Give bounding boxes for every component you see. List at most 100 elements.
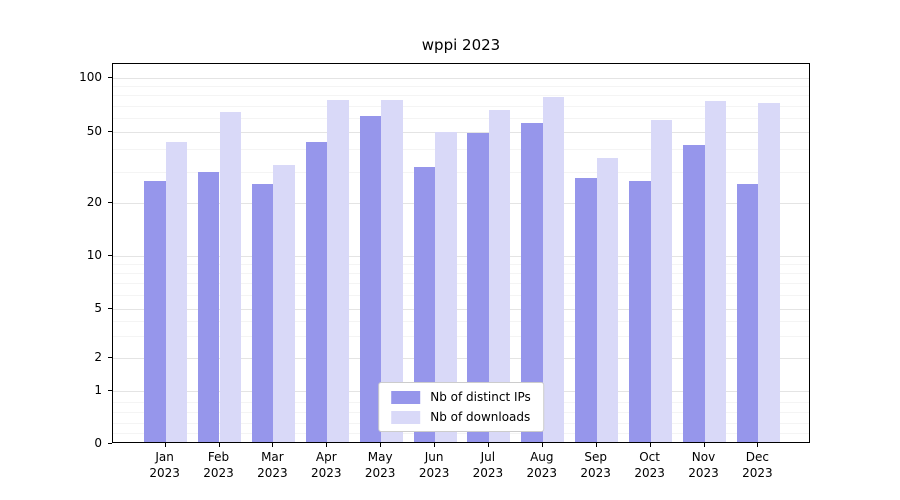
bar-distinct-ips-nov	[683, 145, 705, 442]
x-tick-year: 2023	[688, 465, 719, 480]
x-tick-year: 2023	[203, 465, 234, 480]
gridline-minor	[113, 105, 809, 107]
gridline-minor	[113, 264, 809, 266]
x-tick-month: Jun	[424, 450, 444, 464]
bar-distinct-ips-mar	[251, 183, 274, 442]
x-tick-mark	[218, 443, 220, 447]
x-tick-year: 2023	[418, 465, 450, 480]
y-tick-mark	[108, 254, 112, 256]
legend-item: Nb of distinct IPs	[391, 390, 531, 404]
bar-distinct-ips-may	[359, 115, 382, 442]
legend: Nb of distinct IPs Nb of downloads	[378, 382, 544, 432]
x-tick-mark	[757, 443, 759, 447]
y-tick-label: 1	[94, 383, 102, 397]
x-tick-month: Jan	[155, 450, 174, 464]
x-tick-mark	[595, 443, 597, 447]
x-tick-label: Sep 2023	[564, 450, 628, 481]
bar-downloads-apr	[327, 99, 349, 442]
x-tick-month: May	[367, 450, 393, 464]
y-tick-label: 2	[94, 350, 102, 364]
bar-distinct-ips-sep	[575, 177, 597, 442]
x-tick-year: 2023	[526, 465, 558, 480]
x-tick-year: 2023	[311, 465, 342, 480]
bar-distinct-ips-jun	[413, 167, 436, 442]
y-tick-mark	[108, 76, 112, 78]
x-tick-year: 2023	[364, 465, 396, 480]
gridline-minor	[113, 86, 809, 88]
chart-title: wppi 2023	[421, 36, 501, 54]
x-tick-mark	[649, 443, 651, 447]
gridline-minor	[113, 336, 809, 338]
gridline-minor	[113, 433, 809, 435]
bar-downloads-jul	[488, 109, 511, 442]
y-tick-label: 100	[79, 70, 102, 84]
x-tick-month: Mar	[261, 450, 284, 464]
x-tick-year: 2023	[580, 465, 611, 480]
gridline-minor	[113, 149, 809, 151]
x-tick-year: 2023	[149, 465, 180, 480]
y-tick-label: 50	[86, 124, 102, 138]
x-tick-label: Dec 2023	[725, 450, 789, 481]
bar-downloads-feb	[219, 112, 242, 442]
gridline-minor	[113, 171, 809, 173]
x-tick-mark	[434, 443, 436, 447]
x-tick-month: Aug	[530, 450, 554, 464]
x-tick-label: Jun 2023	[402, 450, 466, 481]
gridline-major	[113, 256, 809, 257]
gridline-minor	[113, 95, 809, 97]
gridline-minor	[113, 320, 809, 322]
x-tick-year: 2023	[257, 465, 288, 480]
x-tick-mark	[487, 443, 489, 447]
bar-distinct-ips-feb	[197, 172, 220, 442]
bar-downloads-dec	[758, 102, 780, 442]
x-tick-month: Dec	[745, 450, 769, 464]
bar-downloads-mar	[273, 164, 295, 442]
x-tick-label: Nov 2023	[672, 450, 736, 481]
y-tick-label: 5	[94, 301, 102, 315]
gridline-major	[113, 309, 809, 310]
x-tick-label: Apr 2023	[294, 450, 358, 481]
y-tick-mark	[108, 442, 112, 444]
y-tick-mark	[108, 307, 112, 309]
bar-downloads-jan	[165, 141, 188, 442]
y-tick-label: 20	[86, 195, 102, 209]
bar-downloads-sep	[596, 157, 619, 442]
x-tick-month: Feb	[207, 450, 230, 464]
gridline-major	[113, 78, 809, 79]
x-tick-label: Feb 2023	[187, 450, 251, 481]
bar-distinct-ips-oct	[629, 180, 651, 442]
x-tick-month: Oct	[639, 450, 660, 464]
bar-distinct-ips-apr	[305, 141, 328, 442]
x-tick-label: Aug 2023	[510, 450, 574, 481]
x-tick-year: 2023	[472, 465, 504, 480]
x-tick-month: Sep	[584, 450, 607, 464]
x-tick-month: Jul	[480, 450, 496, 464]
bar-distinct-ips-jan	[144, 180, 166, 442]
gridline-minor	[113, 117, 809, 119]
y-tick-mark	[108, 389, 112, 391]
legend-label: Nb of downloads	[430, 410, 531, 424]
y-tick-mark	[108, 201, 112, 203]
bar-downloads-nov	[704, 100, 727, 442]
gridline-major	[113, 203, 809, 204]
x-tick-label: Oct 2023	[618, 450, 682, 481]
legend-label: Nb of distinct IPs	[430, 390, 531, 404]
x-tick-label: May 2023	[348, 450, 412, 481]
gridline-major	[113, 132, 809, 133]
x-tick-mark	[326, 443, 328, 447]
x-tick-label: Mar 2023	[240, 450, 304, 481]
legend-item: Nb of downloads	[391, 410, 531, 424]
plot-area: Nb of distinct IPs Nb of downloads	[112, 63, 810, 443]
gridline-minor	[113, 273, 809, 275]
x-tick-mark	[380, 443, 382, 447]
gridline-minor	[113, 283, 809, 285]
bar-downloads-jun	[435, 131, 457, 442]
x-tick-mark	[703, 443, 705, 447]
bar-distinct-ips-dec	[736, 183, 759, 442]
bar-downloads-aug	[542, 97, 565, 442]
bar-distinct-ips-aug	[521, 122, 543, 442]
y-tick-label: 0	[94, 436, 102, 450]
x-tick-month: Nov	[691, 450, 716, 464]
y-tick-mark	[108, 356, 112, 358]
